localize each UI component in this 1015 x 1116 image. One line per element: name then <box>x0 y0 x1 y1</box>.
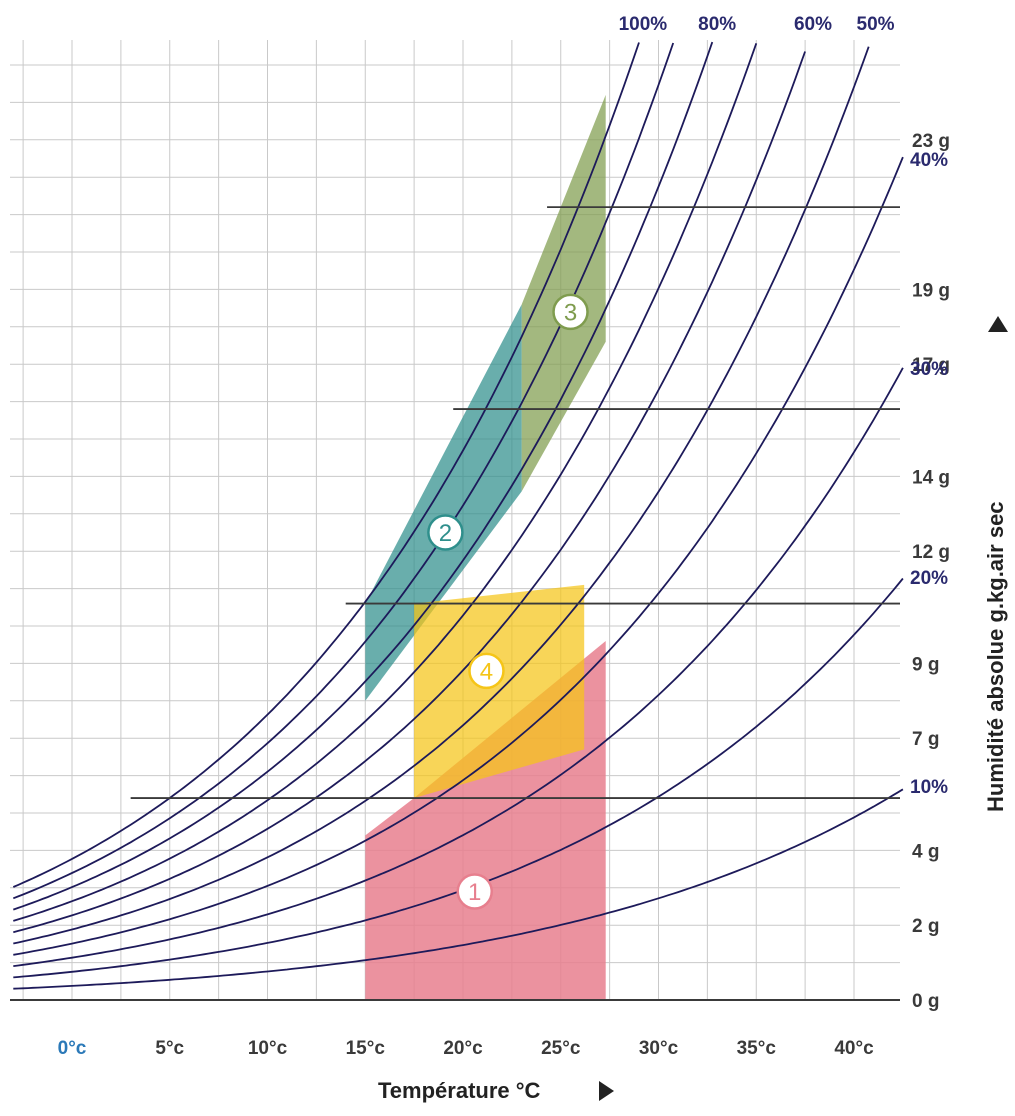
y-tick-label: 9 g <box>912 654 939 675</box>
rh-top-label: 100% <box>619 14 668 35</box>
y-axis-arrow-icon <box>988 316 1008 332</box>
rh-curve-70 <box>13 43 758 922</box>
y-axis-title: Humidité absolue g.kg.air sec <box>983 501 1008 812</box>
rh-curve-80 <box>13 41 714 911</box>
zone-marker-2 <box>427 514 464 551</box>
y-tick-label: 12 g <box>912 542 950 563</box>
rh-top-label: 60% <box>794 14 832 35</box>
rh-side-label: 30% <box>910 359 948 380</box>
x-tick-label: 5°c <box>155 1038 184 1059</box>
zone-marker-3 <box>552 293 589 331</box>
zone-number-1: 1 <box>468 879 481 906</box>
zone-number-3: 3 <box>564 299 577 326</box>
y-tick-label: 23 g <box>912 131 950 152</box>
rh-curve-10 <box>13 788 904 990</box>
zone-markers: 1 2 3 4 <box>427 293 589 910</box>
x-tick-label: 0°c <box>58 1038 87 1059</box>
y-tick-label: 0 g <box>912 991 939 1012</box>
tick-labels: 0°c 5°c 10°c 15°c 20°c 25°c 30°c 35°c 40°c 0 g 2 g… <box>58 14 950 1059</box>
rh-top-label: 80% <box>698 14 736 35</box>
rh-curve-40 <box>13 156 904 956</box>
x-axis-title: Température °C <box>378 1078 541 1103</box>
zone-marker-4 <box>468 652 505 690</box>
zone-3 <box>521 94 606 492</box>
rh-side-label: 20% <box>910 568 948 589</box>
x-tick-label: 35°c <box>737 1038 777 1059</box>
rh-curve-100 <box>12 42 640 888</box>
x-tick-label: 40°c <box>834 1038 874 1059</box>
comfort-zones <box>365 94 606 1000</box>
zone-number-2: 2 <box>439 520 452 547</box>
reference-lines <box>10 206 900 1001</box>
zone-2 <box>365 304 522 701</box>
x-axis-arrow-icon <box>599 1081 614 1101</box>
y-tick-label: 7 g <box>912 729 939 750</box>
y-tick-label: 19 g <box>912 280 950 301</box>
x-tick-label: 20°c <box>443 1038 483 1059</box>
x-tick-label: 15°c <box>346 1038 386 1059</box>
y-tick-label: 14 g <box>912 467 950 488</box>
rh-side-label: 10% <box>910 777 948 798</box>
rh-side-label: 40% <box>910 150 948 171</box>
rh-top-label: 50% <box>857 14 895 35</box>
rh-curve-60 <box>13 51 806 934</box>
y-tick-label: 2 g <box>912 916 939 937</box>
x-tick-label: 30°c <box>639 1038 679 1059</box>
x-tick-label: 10°c <box>248 1038 288 1059</box>
rh-curve-30 <box>13 367 904 967</box>
x-tick-label: 25°c <box>541 1038 581 1059</box>
y-tick-label: 17 g <box>912 355 950 376</box>
zone-marker-1 <box>456 873 493 910</box>
zone-number-4: 4 <box>480 658 493 685</box>
y-tick-label: 4 g <box>912 841 939 862</box>
rh-curve-50 <box>13 46 870 945</box>
